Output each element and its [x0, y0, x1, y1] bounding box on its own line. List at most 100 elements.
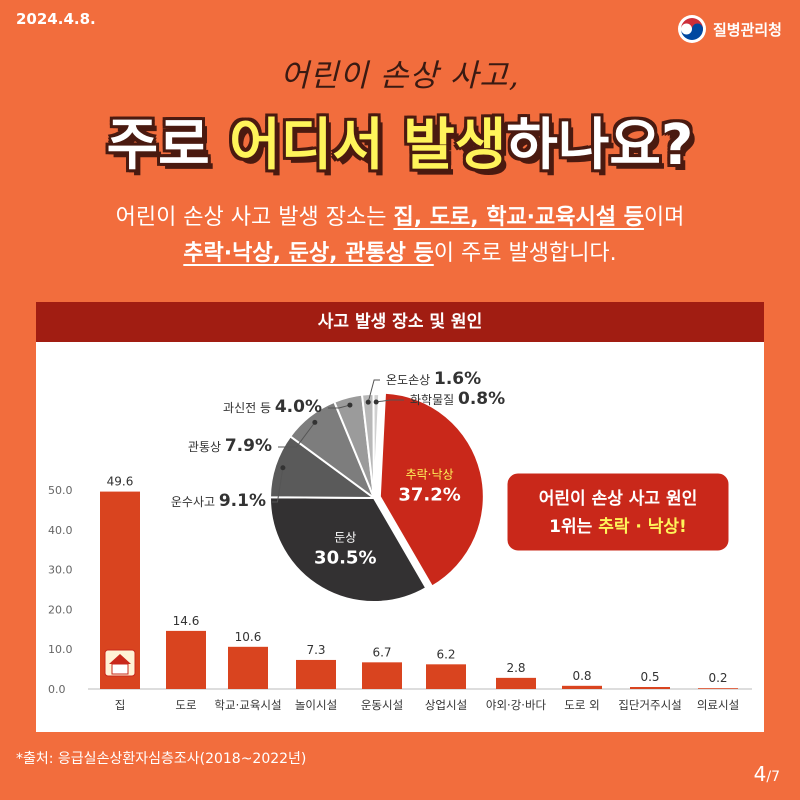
x-tick-label: 집단거주시설: [618, 698, 681, 712]
date: 2024.4.8.: [16, 10, 96, 28]
leader-dot: [365, 399, 371, 405]
x-tick-label: 야외·강·바다: [486, 698, 547, 712]
title-space: [384, 113, 404, 178]
pie-slice-label: 운수사고 9.1%: [171, 491, 266, 511]
bar: [562, 685, 602, 689]
x-tick-label: 도로 외: [564, 698, 599, 712]
title-highlight: 어디서: [229, 113, 384, 178]
bar: [496, 677, 536, 689]
y-tick-label: 20.0: [48, 603, 73, 616]
callout-box: [504, 470, 732, 554]
pie-label-name: 화학물질: [410, 393, 458, 407]
x-tick-label: 운동시설: [361, 698, 403, 712]
y-tick-label: 10.0: [48, 643, 73, 656]
subtitle: 어린이 손상 사고 발생 장소는 집, 도로, 학교·교육시설 등이며 추락·낙…: [0, 200, 800, 272]
pie-slice-label: 둔상: [334, 530, 356, 544]
subtitle-line2: 추락·낙상, 둔상, 관통상 등이 주로 발생합니다.: [0, 236, 800, 272]
bar: [698, 688, 738, 689]
x-tick-label: 집: [115, 698, 126, 712]
pie-label-value: 4.0%: [275, 397, 322, 417]
callout-line2: 1위는 추락 · 낙상!: [549, 517, 687, 537]
leader-dot: [373, 399, 379, 405]
chart-panel: 50.0 40.0 30.0 20.0 10.0 0.0 49.6 집 14.6 도로 10.6 학교…: [36, 342, 764, 732]
pie-slice-value: 37.2%: [398, 485, 460, 506]
bar-value-label: 6.7: [372, 645, 391, 659]
bar-value-label: 49.6: [107, 475, 134, 489]
y-tick-label: 40.0: [48, 524, 73, 537]
leader-line: [272, 467, 284, 503]
bar-value-label: 7.3: [306, 643, 325, 657]
panel-title: 사고 발생 장소 및 원인: [36, 302, 764, 342]
callout-line1: 어린이 손상 사고 원인: [539, 489, 698, 509]
pie-label-value: 1.6%: [434, 369, 481, 389]
subtitle-line1: 어린이 손상 사고 발생 장소는 집, 도로, 학교·교육시설 등이며: [0, 200, 800, 236]
page-total: /7: [766, 769, 780, 785]
x-tick-label: 의료시설: [697, 698, 739, 712]
subtitle-text: 어린이 손상 사고 발생 장소는: [115, 205, 394, 230]
bar: [630, 687, 670, 689]
page-title: 주로 어디서 발생하나요?: [0, 100, 800, 181]
agency-logo: 질병관리청: [677, 14, 782, 44]
page-current: 4: [753, 762, 767, 786]
subtitle-emphasis: 추락·낙상, 둔상, 관통상 등: [183, 241, 434, 266]
page-number: 4/7: [754, 762, 780, 786]
subtitle-text: 이 주로 발생합니다.: [433, 241, 617, 266]
pie-slice: [378, 391, 485, 588]
callout: 어린이 손상 사고 원인 1위는 추락 · 낙상!: [504, 470, 732, 554]
x-tick-label: 상업시설: [425, 698, 467, 712]
leader-line: [278, 422, 316, 448]
leader-dot: [280, 465, 286, 471]
bar-value-label: 0.5: [640, 670, 659, 684]
pie-label-name: 온도손상: [386, 373, 434, 387]
x-tick-label: 도로: [175, 698, 196, 712]
pie-label-value: 7.9%: [225, 436, 272, 456]
pie-slice-label: 관통상 7.9%: [188, 436, 272, 456]
pie-slice-value: 30.5%: [314, 547, 376, 568]
leader-line: [328, 404, 351, 409]
pie-label-name: 운수사고: [171, 495, 219, 509]
title-line1: 어린이 손상 사고,: [280, 58, 520, 94]
title-highlight: 발생: [403, 113, 507, 178]
pie-slice: [269, 496, 428, 603]
y-tick-label: 50.0: [48, 484, 73, 497]
leader-dot: [312, 419, 318, 425]
pie-slice-label: 과신전 등 4.0%: [223, 397, 322, 417]
subtitle-emphasis: 집, 도로, 학교·교육시설 등: [393, 205, 644, 230]
callout-pointer: [487, 517, 493, 523]
pie-slice-label: 온도손상 1.6%: [386, 369, 481, 389]
leader-line: [367, 379, 380, 403]
chart-canvas: 50.0 40.0 30.0 20.0 10.0 0.0 49.6 집 14.6 도로 10.6 학교…: [48, 369, 752, 712]
leader-dot: [347, 402, 353, 408]
bar: [228, 646, 268, 689]
title-part: 하나요?: [506, 113, 694, 178]
bar-value-label: 14.6: [173, 614, 200, 628]
bar: [166, 630, 206, 689]
korean-government-emblem-icon: [677, 15, 706, 43]
agency-name: 질병관리청: [712, 20, 782, 39]
source-note: *출처: 응급실손상환자심층조사(2018~2022년): [16, 751, 307, 767]
title-part: 주로: [106, 113, 230, 178]
pie-label-value: 9.1%: [219, 491, 266, 511]
subtitle-text: 이며: [643, 205, 685, 230]
pie-label-name: 관통상: [188, 440, 225, 454]
bar: [426, 664, 466, 689]
pie-label-value: 0.8%: [458, 389, 505, 409]
bar: [296, 659, 336, 689]
y-tick-label: 30.0: [48, 564, 73, 577]
bar-value-label: 0.2: [708, 671, 727, 685]
bar-value-label: 0.8: [572, 669, 591, 683]
pie-chart: 추락·낙상 37.2% 둔상 30.5% 운수사고 9.1% 관통상 7.9% 과신전 등 …: [171, 369, 505, 603]
x-tick-label: 학교·교육시설: [214, 698, 281, 712]
bar-chart: 50.0 40.0 30.0 20.0 10.0 0.0 49.6 집 14.6 도로 10.6 학교…: [48, 475, 752, 712]
bar-value-label: 6.2: [436, 647, 455, 661]
x-tick-label: 놀이시설: [295, 698, 337, 712]
y-tick-label: 0.0: [48, 683, 66, 696]
callout-text: 1위는: [549, 517, 598, 537]
pie-label-name: 과신전 등: [223, 401, 275, 415]
pie-slice-label: 화학물질 0.8%: [410, 389, 505, 409]
bar-value-label: 2.8: [506, 661, 525, 675]
bar: [362, 662, 402, 689]
pie-slice-label: 추락·낙상: [406, 468, 454, 482]
pie-slice: [372, 393, 381, 499]
house-icon: [104, 649, 136, 677]
